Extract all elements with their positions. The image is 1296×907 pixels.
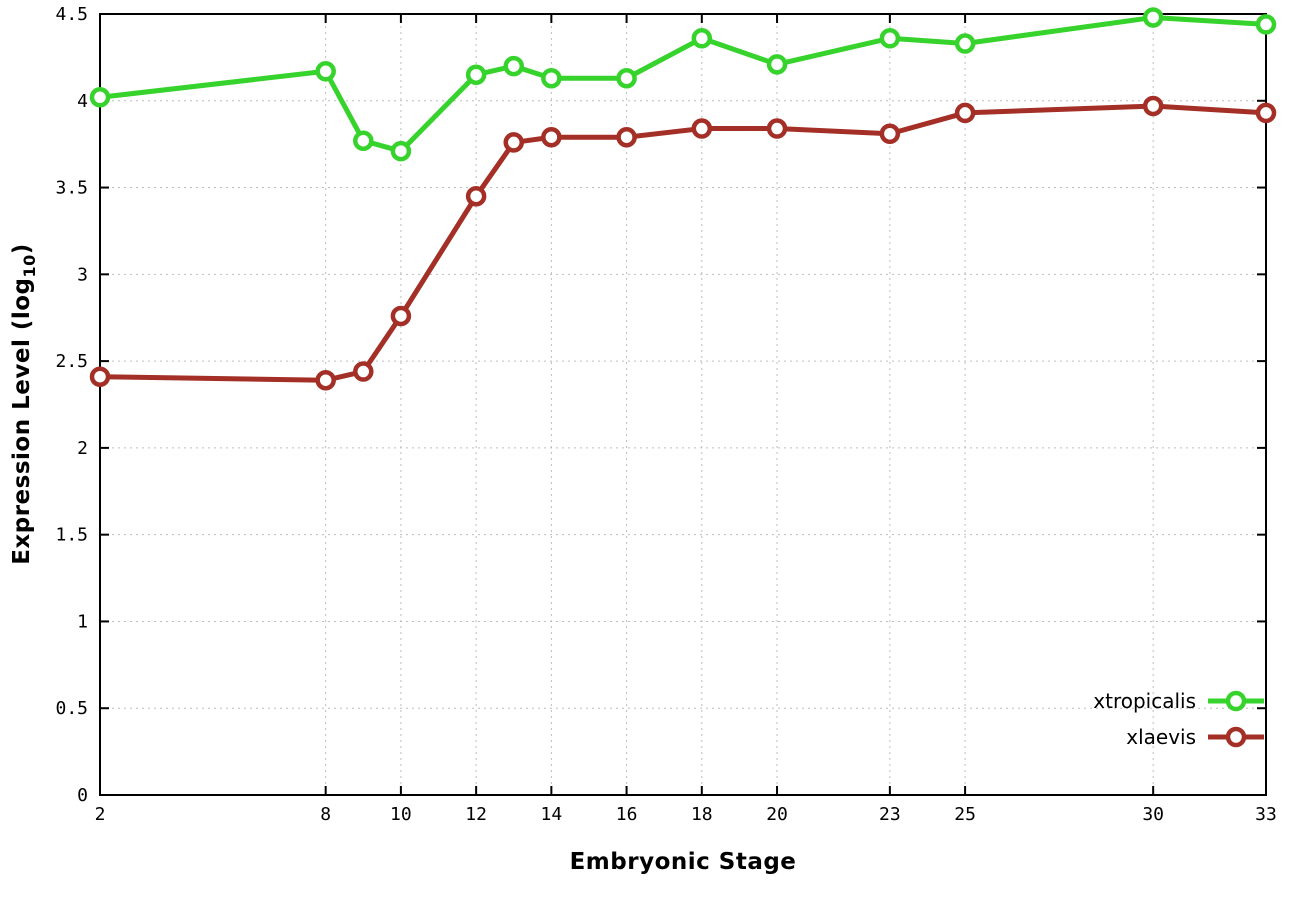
legend-sample-marker-xtropicalis [1225, 690, 1247, 712]
data-point-marker [465, 64, 487, 85]
svg-text:14: 14 [541, 804, 563, 825]
data-point-marker [1255, 14, 1277, 35]
data-point-marker [465, 185, 487, 207]
legend: xtropicalis xlaevis [1093, 689, 1264, 749]
plot-border [99, 13, 1267, 796]
svg-text:12: 12 [465, 804, 487, 825]
data-point-marker [390, 140, 412, 162]
data-point-marker [616, 126, 637, 148]
legend-label-xlaevis: xlaevis [1126, 725, 1196, 749]
svg-text:8: 8 [320, 804, 331, 825]
data-point-marker [1142, 7, 1164, 28]
series-xtropicalis [89, 7, 1277, 162]
y-axis-title-suffix: ) [9, 243, 36, 255]
data-point-marker [766, 54, 788, 75]
data-point-marker [1255, 102, 1277, 124]
data-point-marker [503, 55, 524, 77]
y-axis-title-subscript: 10 [19, 254, 39, 278]
series-xlaevis [89, 95, 1277, 391]
legend-sample-marker-xlaevis [1225, 726, 1247, 748]
data-point-marker [954, 102, 976, 124]
svg-text:3.5: 3.5 [55, 178, 88, 199]
data-point-marker [89, 366, 111, 387]
data-point-marker [315, 61, 336, 82]
svg-text:20: 20 [766, 804, 788, 825]
y-axis-title: Expression Level (log10) [9, 243, 39, 565]
data-point-marker [879, 123, 901, 145]
data-point-marker [1142, 95, 1164, 117]
svg-text:30: 30 [1142, 804, 1164, 825]
data-point-marker [315, 369, 336, 391]
data-point-marker [541, 67, 562, 89]
data-point-marker [353, 361, 374, 382]
svg-text:23: 23 [879, 804, 901, 825]
svg-text:4: 4 [77, 91, 88, 112]
x-tick-labels: 2 8 10 12 14 16 18 20 23 25 30 33 [95, 804, 1277, 825]
data-point-marker [954, 33, 976, 54]
svg-text:1: 1 [77, 611, 88, 632]
svg-text:2.5: 2.5 [55, 351, 88, 372]
svg-text:18: 18 [691, 804, 713, 825]
svg-text:2: 2 [77, 438, 88, 459]
data-point-marker [390, 305, 412, 327]
data-point-marker [89, 87, 111, 108]
data-point-marker [353, 130, 374, 151]
data-point-marker [541, 126, 562, 148]
svg-text:0.5: 0.5 [55, 698, 88, 719]
y-tick-labels: 0 0.5 1 1.5 2 2.5 3 3.5 4 4.5 [55, 4, 88, 806]
svg-text:3: 3 [77, 264, 88, 285]
svg-text:2: 2 [95, 804, 106, 825]
svg-text:1.5: 1.5 [55, 525, 88, 546]
data-point-marker [503, 132, 524, 153]
data-point-marker [691, 118, 713, 139]
series-line-xlaevis [97, 103, 1269, 383]
legend-label-xtropicalis: xtropicalis [1093, 689, 1196, 713]
svg-text:16: 16 [616, 804, 638, 825]
svg-text:4.5: 4.5 [55, 4, 88, 25]
y-axis-title-prefix: Expression Level (log [9, 277, 36, 565]
svg-text:33: 33 [1255, 804, 1277, 825]
data-point-marker [616, 67, 637, 89]
x-axis-title: Embryonic Stage [569, 849, 797, 875]
svg-text:0: 0 [77, 785, 88, 806]
svg-text:10: 10 [390, 804, 412, 825]
data-point-marker [879, 28, 901, 49]
axis-ticks [99, 13, 1267, 796]
data-point-marker [691, 28, 713, 49]
svg-text:25: 25 [954, 804, 976, 825]
data-point-marker [766, 118, 788, 139]
